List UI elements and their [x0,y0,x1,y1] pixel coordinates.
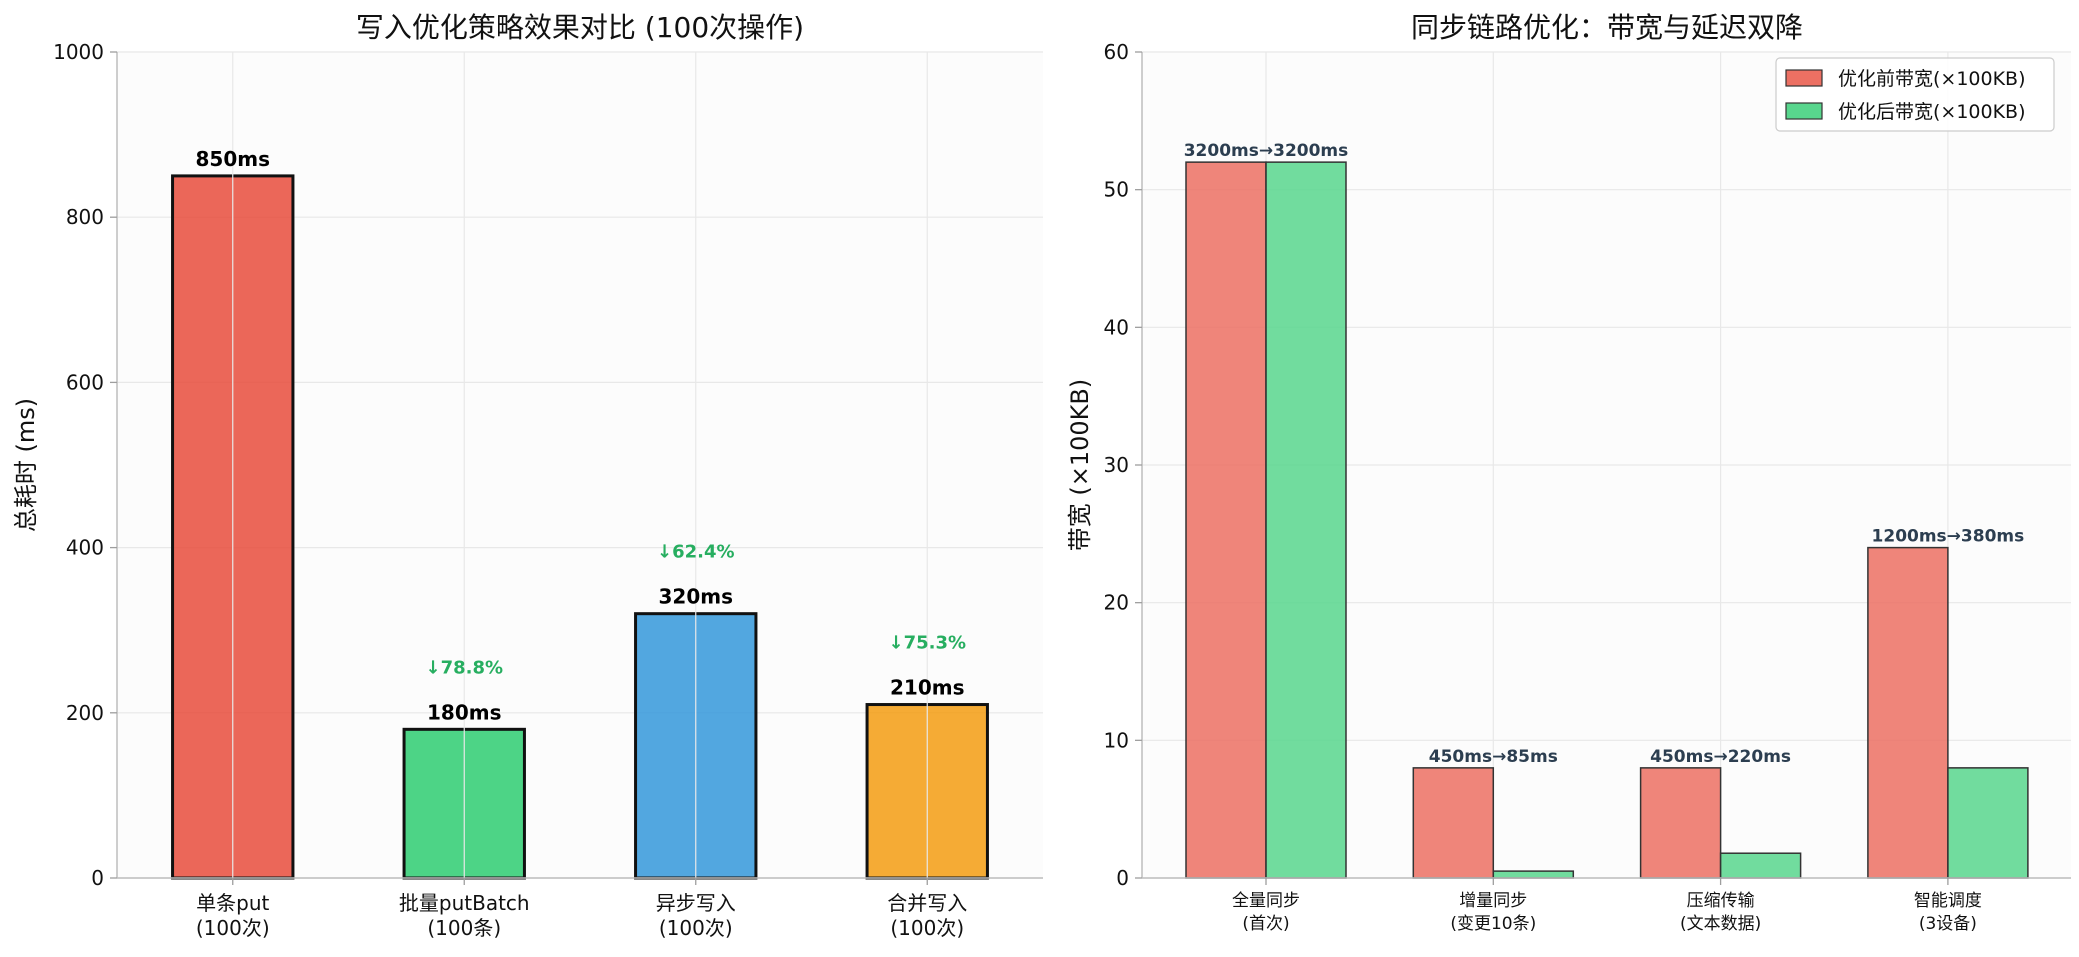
left-y-tick-label: 800 [66,205,104,229]
left-reduction-label: ↓78.8% [425,657,503,678]
left-bar-labels: 850ms 180ms ↓78.8% 320ms ↓62.4% 210ms ↓75.3% [196,147,967,724]
right-y-axis-label: 带宽 (×100KB) [1066,379,1094,551]
right-x-ticks: 全量同步 (首次) 增量同步 (变更10条) 压缩传输 (文本数据) 智能调度 (3设备) [1232,878,1982,934]
right-latency-label: 3200ms→3200ms [1184,141,1349,161]
left-bar-value-label: 850ms [196,147,271,171]
left-bar-value-label: 180ms [427,700,502,724]
right-bar-before [1185,161,1267,879]
right-bar-before [1412,767,1495,879]
left-y-tick-label: 600 [66,370,104,394]
right-y-tick-label: 10 [1104,728,1129,752]
right-bar-after [1265,161,1347,879]
legend-label-after: 优化后带宽(×100KB) [1838,101,2026,123]
left-y-tick-label: 1000 [53,40,104,64]
right-y-tick-label: 40 [1104,315,1129,339]
left-y-tick-label: 0 [91,866,104,890]
left-reduction-label: ↓75.3% [888,633,966,654]
right-y-tick-label: 0 [1116,866,1129,890]
legend-swatch-before [1785,69,1823,87]
left-vertical-gridlines [232,52,928,878]
right-x-tick-label-sub: (3设备) [1919,914,1977,934]
left-x-tick-label-sub: (100次) [196,916,270,940]
right-latency-label: 1200ms→380ms [1872,527,2025,547]
left-x-tick-label-sub: (100条) [427,916,501,940]
left-x-tick-label-sub: (100次) [890,916,964,940]
left-y-ticks: 0 200 400 600 800 1000 [53,40,117,890]
left-reduction-label: ↓62.4% [657,542,735,563]
right-y-tick-label: 30 [1104,453,1129,477]
right-bar-after [1719,852,1802,879]
right-bar-after [1492,870,1575,879]
legend-label-before: 优化前带宽(×100KB) [1838,68,2026,90]
right-y-tick-label: 60 [1104,40,1129,64]
left-x-tick-label-sub: (100次) [659,916,733,940]
left-x-tick-label: 批量putBatch [399,891,530,915]
left-y-tick-label: 200 [66,701,104,725]
right-chart-title: 同步链路优化：带宽与延迟双降 [1411,11,1803,44]
left-x-tick-label: 合并写入 [887,891,967,915]
left-x-tick-label: 异步写入 [656,891,736,915]
right-x-tick-label-sub: (首次) [1242,914,1289,934]
legend: 优化前带宽(×100KB) 优化后带宽(×100KB) [1775,57,2055,132]
left-y-axis-label: 总耗时 (ms) [12,398,40,532]
left-chart-title: 写入优化策略效果对比 (100次操作) [356,11,804,44]
left-bar-value-label: 210ms [890,676,965,700]
right-x-tick-label: 压缩传输 [1687,891,1755,911]
legend-box [1775,57,2055,132]
left-bar-value-label: 320ms [659,585,734,609]
right-y-ticks: 0 10 20 30 40 50 60 [1104,40,1142,890]
right-bar-after [1947,767,2029,879]
left-y-tick-label: 400 [66,536,104,560]
left-x-tick-label: 单条put [196,891,269,915]
right-x-tick-label-sub: (文本数据) [1680,914,1761,934]
right-latency-label: 450ms→220ms [1650,747,1791,767]
right-x-tick-label: 增量同步 [1459,891,1527,911]
right-x-tick-label: 全量同步 [1232,891,1300,911]
right-y-tick-label: 20 [1104,591,1129,615]
right-latency-label: 450ms→85ms [1429,747,1558,767]
right-x-tick-label-sub: (变更10条) [1450,914,1536,934]
right-x-tick-label: 智能调度 [1914,891,1982,911]
legend-swatch-after [1785,102,1823,120]
right-chart: 0 10 20 30 40 50 60 全量同步 (首次) 增量同步 (变更10条) 压缩传输 (文本… [1066,11,2071,934]
right-bars [1185,161,2029,879]
right-latency-labels: 3200ms→3200ms 450ms→85ms 450ms→220ms 1200ms… [1184,141,2025,767]
right-bar-before [1639,767,1722,879]
right-y-tick-label: 50 [1104,178,1129,202]
right-bar-before [1867,546,1949,879]
left-x-ticks: 单条put(100次)批量putBatch(100条)异步写入(100次)合并写… [196,878,967,940]
